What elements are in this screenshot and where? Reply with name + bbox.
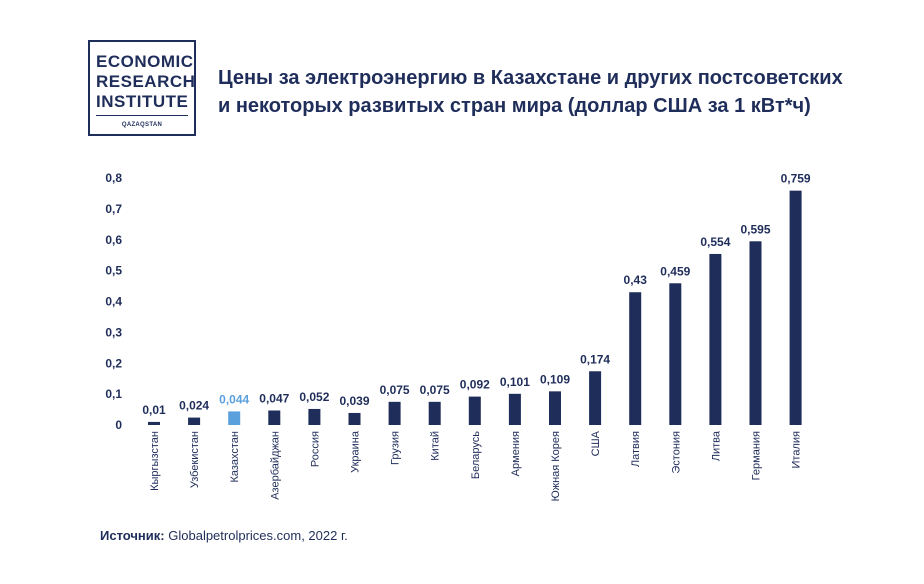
y-tick-label: 0,8 — [105, 171, 122, 185]
y-tick-label: 0,3 — [105, 325, 122, 339]
bar-value-label: 0,075 — [420, 383, 450, 397]
bar — [549, 391, 561, 425]
logo-line-2: RESEARCH — [96, 72, 196, 91]
bar-value-label: 0,459 — [660, 264, 690, 278]
bar — [268, 410, 281, 425]
source-note: Источник: Globalpetrolprices.com, 2022 г… — [100, 528, 348, 543]
x-category-label: Казахстан — [229, 431, 241, 483]
y-tick-label: 0,7 — [105, 202, 122, 216]
eri-logo: ECONOMIC RESEARCH INSTITUTE QAZAQSTAN — [88, 40, 196, 136]
x-category-label: Южная Корея — [550, 431, 562, 501]
y-tick-label: 0,2 — [105, 356, 122, 370]
bar — [629, 292, 642, 425]
x-category-label: Латвия — [630, 431, 642, 467]
source-label: Источник: — [100, 528, 165, 543]
source-text: Globalpetrolprices.com, 2022 г. — [168, 528, 348, 543]
bar-value-label: 0,01 — [142, 403, 166, 417]
bar-value-label: 0,759 — [781, 172, 811, 186]
bar-value-label: 0,052 — [299, 390, 329, 404]
x-category-label: Италия — [791, 431, 803, 469]
bar — [148, 421, 160, 425]
bar-value-label: 0,044 — [219, 392, 249, 406]
bar — [589, 371, 602, 425]
bar-value-label: 0,024 — [179, 399, 209, 413]
bar — [428, 401, 441, 425]
bar — [188, 417, 201, 425]
x-category-label: Армения — [510, 431, 522, 476]
bar-value-label: 0,109 — [540, 372, 570, 386]
chart-title-line-1: Цены за электроэнергию в Казахстане и др… — [218, 67, 843, 89]
y-tick-label: 0,1 — [105, 387, 122, 401]
x-category-label: Кыргызстан — [149, 431, 161, 491]
x-category-label: Грузия — [390, 431, 402, 465]
chart-title-line-2: и некоторых развитых стран мира (доллар … — [218, 95, 811, 117]
x-category-label: Китай — [430, 431, 442, 461]
bar-value-label: 0,047 — [259, 391, 289, 405]
bar — [468, 396, 481, 425]
bar-value-label: 0,174 — [580, 352, 610, 366]
bar-value-label: 0,595 — [740, 222, 770, 236]
bar-value-label: 0,101 — [500, 375, 530, 389]
logo-line-1: ECONOMIC — [96, 52, 194, 71]
x-category-label: Азербайджан — [269, 431, 281, 500]
y-tick-label: 0,4 — [105, 295, 122, 309]
x-category-label: Беларусь — [470, 431, 482, 479]
x-category-label: Германия — [751, 431, 763, 480]
bar-value-label: 0,43 — [624, 273, 648, 287]
x-category-label: Эстония — [670, 431, 682, 474]
logo-line-3: INSTITUTE — [96, 92, 189, 111]
chart-title: Цены за электроэнергию в Казахстане и др… — [218, 64, 858, 120]
bar — [749, 241, 762, 425]
x-category-label: США — [590, 430, 602, 456]
logo-subtitle: QAZAQSTAN — [121, 122, 163, 128]
x-category-label: Россия — [309, 431, 321, 467]
bar — [228, 411, 241, 425]
bar — [709, 253, 722, 425]
bar-value-label: 0,075 — [380, 383, 410, 397]
logo-rule — [96, 115, 188, 116]
bar-value-label: 0,092 — [460, 378, 490, 392]
y-tick-label: 0 — [115, 418, 122, 432]
bar — [508, 393, 521, 425]
bar — [308, 408, 321, 425]
bar-value-label: 0,554 — [700, 235, 730, 249]
bar — [348, 412, 361, 425]
x-category-label: Узбекистан — [189, 431, 201, 488]
bar — [388, 401, 401, 425]
y-tick-label: 0,6 — [105, 233, 122, 247]
bar-value-label: 0,039 — [339, 394, 369, 408]
bar — [669, 283, 682, 425]
x-category-label: Литва — [710, 430, 722, 461]
bar — [789, 190, 802, 425]
x-category-label: Украина — [350, 430, 362, 473]
y-tick-label: 0,5 — [105, 264, 122, 278]
